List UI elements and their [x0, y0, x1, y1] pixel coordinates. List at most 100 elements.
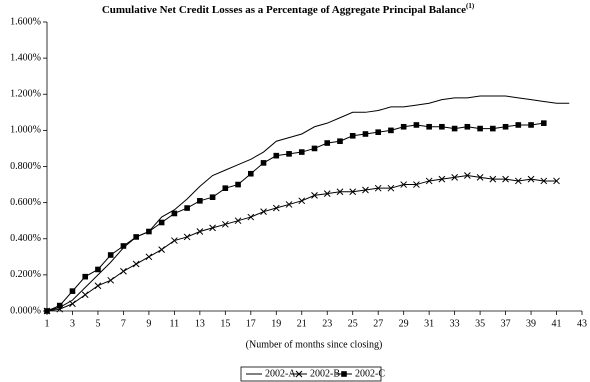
y-tick-label: 0.600%	[10, 197, 41, 208]
point-marker	[272, 204, 280, 212]
x-tick-label: 3	[70, 318, 75, 329]
point-marker	[489, 175, 497, 183]
point-marker	[502, 123, 509, 130]
point-marker	[133, 234, 139, 240]
y-tick-label: 0.400%	[10, 233, 41, 244]
x-tick-label: 35	[475, 318, 485, 329]
point-marker	[438, 175, 446, 183]
point-marker	[82, 273, 89, 280]
point-marker	[158, 219, 165, 226]
point-marker	[222, 185, 229, 191]
point-marker	[234, 217, 242, 225]
point-marker	[375, 129, 381, 135]
point-marker	[451, 125, 458, 132]
x-tick-label: 21	[297, 318, 307, 329]
point-marker	[247, 213, 255, 221]
y-tick-label: 1.400%	[10, 52, 41, 63]
point-marker	[349, 132, 356, 139]
point-marker	[476, 173, 484, 181]
legend-label: 2002-C	[355, 368, 385, 379]
point-marker	[527, 175, 535, 183]
point-marker	[388, 127, 394, 134]
point-marker	[540, 177, 548, 185]
x-tick-label: 11	[170, 318, 180, 329]
point-marker	[197, 198, 203, 204]
point-marker	[69, 300, 76, 308]
point-marker	[56, 302, 63, 309]
point-marker	[323, 190, 331, 197]
point-marker	[285, 201, 293, 208]
point-marker	[540, 120, 547, 126]
point-marker	[514, 177, 522, 185]
point-marker	[400, 123, 407, 130]
x-tick-label: 25	[348, 318, 358, 329]
y-tick-label: 1.000%	[10, 125, 41, 136]
y-tick-label: 0.000%	[10, 305, 41, 316]
point-marker	[464, 172, 471, 179]
y-tick-label: 1.600%	[10, 16, 41, 27]
x-tick-label: 19	[271, 318, 281, 329]
point-marker	[286, 151, 292, 157]
x-tick-label: 15	[220, 318, 230, 329]
legend-box	[240, 366, 382, 382]
point-marker	[413, 122, 420, 128]
point-marker	[183, 233, 191, 241]
legend-label: 2002-B	[310, 368, 340, 379]
point-marker	[426, 123, 432, 130]
point-marker	[260, 208, 267, 216]
point-marker	[336, 188, 344, 196]
point-marker	[337, 138, 343, 145]
point-marker	[248, 170, 254, 177]
point-marker	[171, 210, 178, 217]
x-tick-label: 41	[552, 318, 562, 329]
x-tick-label: 9	[146, 318, 151, 329]
point-marker	[235, 181, 241, 188]
point-marker	[196, 228, 204, 235]
point-marker	[362, 186, 369, 194]
point-marker	[490, 125, 496, 132]
legend-marker	[341, 371, 347, 377]
point-marker	[221, 220, 229, 228]
point-marker	[349, 188, 357, 196]
point-marker	[146, 228, 152, 235]
x-tick-label: 43	[577, 318, 587, 329]
x-tick-label: 39	[526, 318, 536, 329]
chart-title: Cumulative Net Credit Losses as a Percen…	[102, 2, 475, 16]
point-marker	[69, 288, 76, 294]
x-tick-label: 37	[501, 318, 511, 329]
y-tick-label: 1.200%	[10, 89, 41, 100]
point-marker	[515, 122, 522, 128]
point-marker	[374, 184, 382, 192]
point-marker	[94, 282, 102, 290]
point-marker	[413, 181, 420, 188]
x-tick-label: 17	[246, 318, 256, 329]
point-marker	[132, 260, 140, 268]
point-marker	[120, 267, 127, 275]
series-line	[46, 122, 544, 312]
x-tick-label: 1	[45, 318, 50, 329]
y-tick-label: 0.200%	[10, 269, 41, 280]
legend-label: 2002-A	[265, 368, 296, 379]
point-marker	[553, 177, 560, 185]
point-marker	[528, 122, 534, 128]
point-marker	[400, 181, 408, 188]
point-marker	[464, 123, 471, 130]
x-tick-label: 27	[373, 318, 383, 329]
x-tick-label: 29	[399, 318, 409, 329]
point-marker	[158, 246, 165, 253]
point-marker	[209, 224, 216, 232]
x-tick-label: 5	[95, 318, 100, 329]
point-marker	[362, 131, 369, 137]
x-tick-label: 7	[121, 318, 126, 329]
point-marker	[298, 197, 306, 205]
point-marker	[145, 253, 153, 261]
x-tick-label: 23	[322, 318, 332, 329]
point-marker	[209, 194, 216, 201]
point-marker	[477, 125, 483, 132]
legend-marker	[295, 370, 303, 378]
point-marker	[387, 184, 395, 192]
x-tick-label: 13	[195, 318, 205, 329]
title-note: (1)	[466, 2, 475, 10]
point-marker	[439, 123, 445, 130]
